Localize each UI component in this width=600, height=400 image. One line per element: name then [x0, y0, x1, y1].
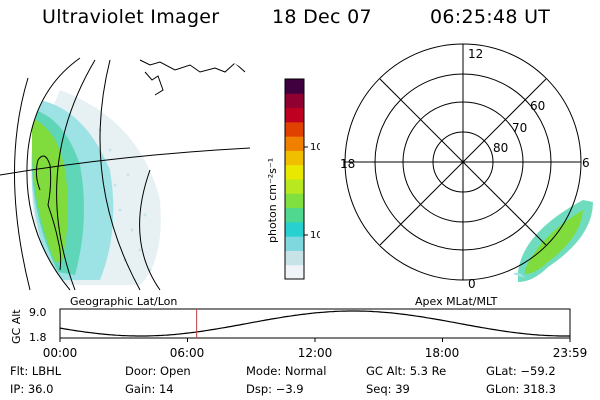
colorbar-segment [285, 264, 304, 280]
timeline-tick-2359: 23:59 [553, 346, 588, 360]
colorbar-segment [285, 236, 304, 251]
timeline-ymax: 9.0 [29, 306, 47, 319]
colorbar: 100 10 photon cm⁻²s⁻¹ [266, 78, 320, 280]
colorbar-segment [285, 79, 304, 94]
timeline-tick-1200: 12:00 [298, 346, 333, 360]
timeline-tick-0000: 00:00 [43, 346, 78, 360]
timeline-ymin: 1.8 [29, 331, 47, 344]
polar-plot: 12 18 6 0 60 70 80 [340, 43, 593, 291]
info-flt: Flt: LBHL [10, 364, 62, 378]
info-glon: GLon: 318.3 [486, 382, 556, 396]
info-ip: IP: 36.0 [10, 382, 54, 396]
colorbar-segment [285, 179, 304, 194]
colorbar-segment [285, 207, 304, 223]
mlt-label-6: 6 [582, 156, 590, 170]
colorbar-segment [285, 136, 304, 151]
timeline-tick-0600: 06:00 [170, 346, 205, 360]
colorbar-segment [285, 121, 304, 137]
time-label: 06:25:48 UT [430, 6, 551, 28]
colorbar-segment [285, 164, 304, 180]
colorbar-segment [285, 93, 304, 109]
timeline-tick-1800: 18:00 [425, 346, 460, 360]
orbit-timeline: GC Alt 9.0 1.8 00:00 06:00 12:00 18:00 2… [10, 306, 588, 360]
mlat-label-70: 70 [512, 121, 527, 135]
info-gain: Gain: 14 [125, 382, 174, 396]
mlt-label-12: 12 [468, 47, 483, 61]
app-title: Ultraviolet Imager [42, 6, 220, 28]
geographic-map [0, 57, 251, 291]
colorbar-segment [285, 150, 304, 166]
mlat-label-80: 80 [493, 141, 508, 155]
info-door: Door: Open [125, 364, 191, 378]
date-label: 18 Dec 07 [272, 6, 372, 28]
mlt-label-0: 0 [468, 277, 476, 291]
info-dsp: Dsp: −3.9 [246, 382, 304, 396]
info-glat: GLat: −59.2 [486, 364, 556, 378]
colorbar-label: photon cm⁻²s⁻¹ [266, 158, 279, 243]
timeline-ylabel: GC Alt [10, 309, 23, 344]
colorbar-segment [285, 221, 304, 237]
colorbar-segment [285, 193, 304, 209]
caption-apex: Apex MLat/MLT [415, 295, 498, 308]
colorbar-tick-10: 10 [310, 230, 320, 241]
mlat-label-60: 60 [530, 99, 545, 113]
colorbar-segment [285, 107, 304, 123]
info-gc-alt: GC Alt: 5.3 Re [366, 364, 447, 378]
colorbar-segment [285, 250, 304, 266]
colorbar-tick-100: 100 [310, 142, 320, 153]
info-seq: Seq: 39 [366, 382, 410, 396]
mlt-label-18: 18 [340, 157, 355, 171]
caption-geographic: Geographic Lat/Lon [70, 295, 178, 308]
info-mode: Mode: Normal [246, 364, 327, 378]
